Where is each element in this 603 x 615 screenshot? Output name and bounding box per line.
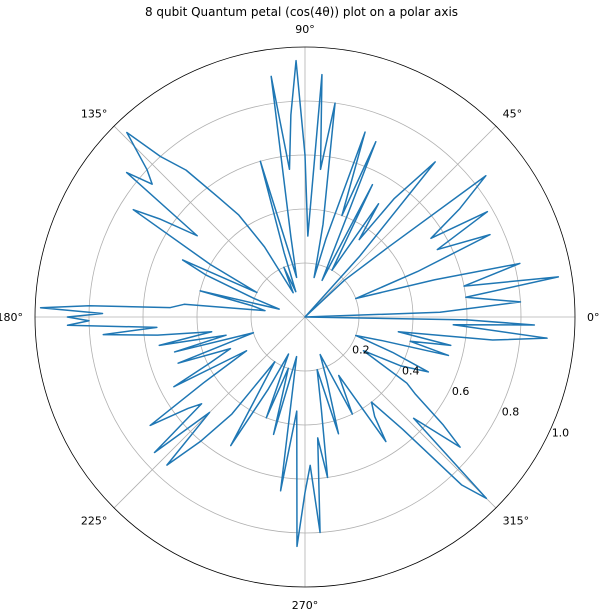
angle-tick-label: 225° [81, 515, 108, 528]
polar-grid [34, 46, 576, 588]
series-layer [39, 59, 560, 548]
angle-tick-label: 135° [81, 107, 108, 120]
polar-spine [34, 46, 576, 588]
radial-tick-label: 0.8 [502, 406, 520, 419]
chart-title: 8 qubit Quantum petal (cos(4θ)) plot on … [145, 5, 458, 19]
angle-tick-label: 180° [0, 311, 23, 324]
angle-tick-label: 315° [503, 515, 529, 528]
radial-tick-label: 0.2 [352, 344, 370, 357]
axis-labels: 0° 45° 90° 135° 180° 225° 270° 315° 0.2 0.4 0.6 0.8… [0, 23, 600, 612]
radial-tick-label: 0.4 [402, 364, 420, 377]
radial-tick-label: 1.0 [552, 426, 570, 439]
radial-tick-label: 0.6 [452, 385, 470, 398]
theta-gridline-1 [304, 125, 497, 318]
theta-gridline-7 [304, 316, 497, 509]
angle-tick-label: 270° [292, 599, 319, 612]
series-line-0 [39, 59, 560, 548]
angle-tick-label: 90° [295, 23, 315, 36]
angle-tick-label: 45° [503, 107, 522, 120]
theta-gridline-3 [113, 125, 306, 318]
angle-tick-label: 0° [587, 311, 600, 324]
